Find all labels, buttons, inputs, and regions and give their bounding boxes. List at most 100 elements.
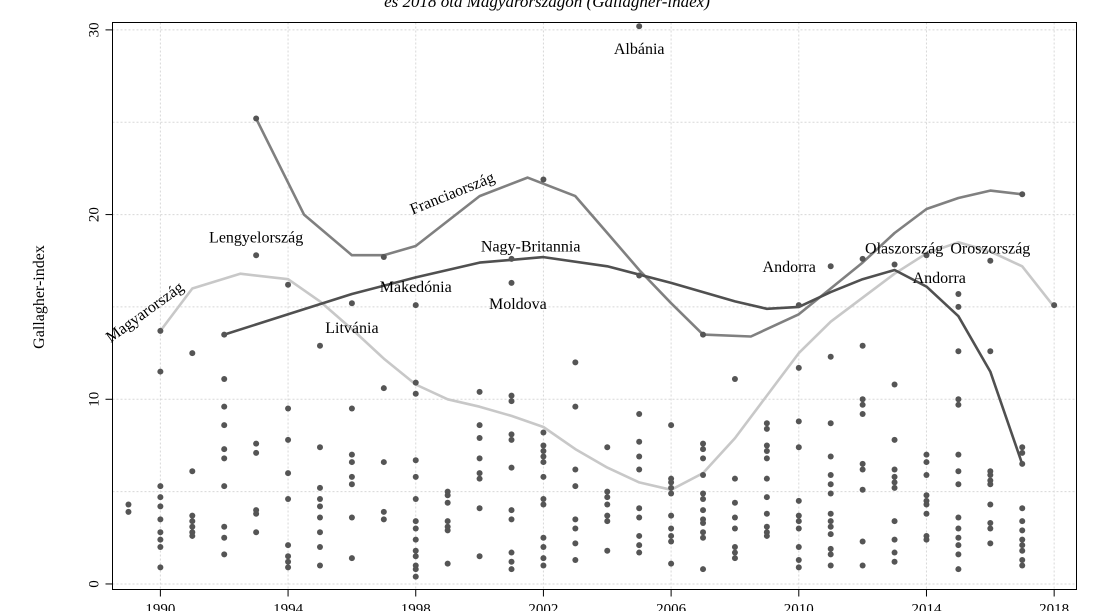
data-point	[636, 466, 643, 473]
data-point	[827, 510, 834, 517]
data-point	[795, 556, 802, 563]
data-point	[285, 496, 292, 503]
data-point	[923, 510, 930, 517]
data-point	[412, 473, 419, 480]
data-point	[285, 470, 292, 477]
data-point	[891, 479, 898, 486]
data-point	[285, 564, 292, 571]
data-point	[827, 263, 834, 270]
data-point	[795, 518, 802, 525]
data-point	[572, 525, 579, 532]
data-point	[859, 460, 866, 467]
data-point	[189, 350, 196, 357]
data-point	[636, 23, 643, 30]
data-point	[636, 272, 643, 279]
data-point	[604, 494, 611, 501]
data-point	[955, 348, 962, 355]
data-point	[253, 115, 260, 122]
annotation-label: Andorra	[913, 270, 966, 287]
data-point	[859, 562, 866, 569]
data-point	[157, 494, 164, 501]
data-point	[827, 531, 834, 538]
data-point	[987, 348, 994, 355]
data-point	[157, 368, 164, 375]
data-point	[923, 471, 930, 478]
annotation-label: Lengyelország	[209, 229, 303, 246]
data-point	[476, 435, 483, 442]
data-point	[412, 496, 419, 503]
data-point	[731, 525, 738, 532]
data-point	[253, 440, 260, 447]
data-point	[700, 496, 707, 503]
data-point	[955, 481, 962, 488]
data-point	[731, 514, 738, 521]
data-point	[859, 401, 866, 408]
data-point	[987, 471, 994, 478]
data-point	[891, 549, 898, 556]
data-point	[604, 518, 611, 525]
data-point	[348, 451, 355, 458]
data-point	[891, 473, 898, 480]
data-point	[955, 542, 962, 549]
data-point	[763, 475, 770, 482]
data-point	[955, 451, 962, 458]
data-point	[285, 558, 292, 565]
data-point	[859, 486, 866, 493]
data-point	[923, 459, 930, 466]
data-point	[795, 497, 802, 504]
data-point	[891, 381, 898, 388]
data-point	[668, 484, 675, 491]
data-point	[348, 481, 355, 488]
data-point	[987, 540, 994, 547]
data-point	[795, 512, 802, 519]
data-point	[540, 459, 547, 466]
data-point	[540, 562, 547, 569]
data-point	[1019, 191, 1026, 198]
y-tick-label: 10	[87, 392, 103, 407]
data-point	[316, 444, 323, 451]
data-point	[987, 257, 994, 264]
data-point	[412, 536, 419, 543]
data-point	[476, 470, 483, 477]
data-point	[380, 508, 387, 515]
x-tick-label: 2018	[1039, 602, 1069, 611]
data-point	[955, 525, 962, 532]
data-point	[189, 523, 196, 530]
data-point	[476, 455, 483, 462]
data-point	[316, 342, 323, 349]
data-point	[923, 492, 930, 499]
data-point	[859, 342, 866, 349]
data-point	[827, 353, 834, 360]
data-point	[444, 518, 451, 525]
data-point	[316, 503, 323, 510]
data-point	[668, 490, 675, 497]
data-point	[763, 510, 770, 517]
data-point	[316, 562, 323, 569]
data-point	[380, 516, 387, 523]
annotation-label: Moldova	[489, 296, 547, 313]
data-point	[955, 534, 962, 541]
data-point	[604, 512, 611, 519]
data-point	[700, 440, 707, 447]
annotation-label: Litvánia	[325, 320, 378, 337]
data-point	[221, 534, 228, 541]
data-points	[125, 23, 1058, 580]
data-point	[348, 514, 355, 521]
data-point	[189, 518, 196, 525]
annotation-label: Olaszország	[865, 240, 943, 257]
data-point	[859, 538, 866, 545]
data-point	[221, 422, 228, 429]
data-point	[476, 553, 483, 560]
series-line	[159, 241, 1056, 492]
series-line	[254, 117, 1024, 338]
data-point	[508, 436, 515, 443]
data-point	[731, 544, 738, 551]
data-point	[859, 255, 866, 262]
data-point	[476, 505, 483, 512]
data-point	[540, 501, 547, 508]
data-point	[763, 494, 770, 501]
data-point	[221, 446, 228, 453]
x-tick-label: 2006	[656, 602, 687, 611]
smoothed-lines	[159, 117, 1056, 492]
